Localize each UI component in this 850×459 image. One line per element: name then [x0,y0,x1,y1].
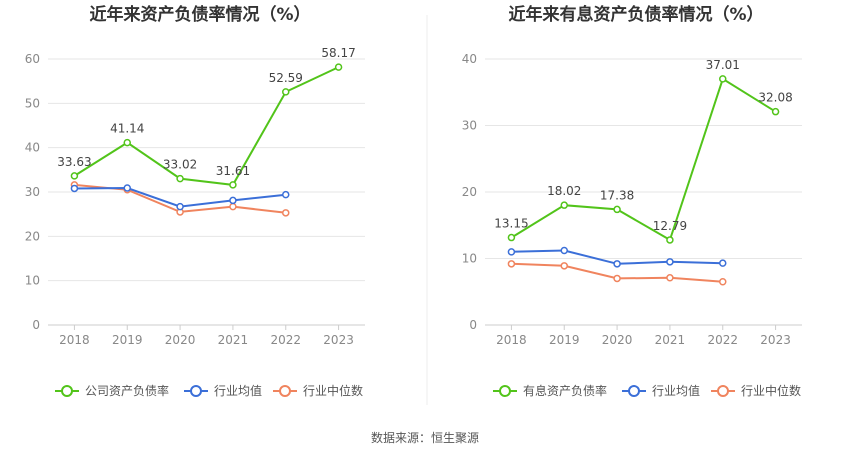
data-point[interactable] [334,63,343,71]
data-label: 17.38 [600,188,634,202]
data-point[interactable] [507,248,516,256]
data-point[interactable] [666,236,674,244]
x-tick-label: 2022 [270,333,301,347]
legend-label: 有息资产负债率 [523,383,607,398]
y-tick-label: 10 [25,274,40,288]
data-point[interactable] [560,246,568,255]
data-label: 33.02 [163,158,197,172]
legend-item[interactable]: 行业均值 [184,383,262,398]
legend-marker [628,385,640,397]
data-label: 12.79 [653,219,687,233]
data-label: 18.02 [547,184,581,198]
data-point[interactable] [229,181,237,189]
x-tick-label: 2021 [218,333,249,347]
legend-item[interactable]: 行业均值 [622,383,700,398]
x-tick-label: 2020 [165,333,196,347]
x-tick-label: 2019 [112,333,143,347]
legend-marker [190,385,202,397]
data-source-note: 数据来源：恒生聚源 [371,430,479,445]
x-tick-label: 2021 [655,333,686,347]
y-tick-label: 20 [462,185,477,199]
data-label: 31.61 [216,164,250,178]
data-label: 33.63 [57,155,91,169]
data-point[interactable] [560,201,568,209]
data-point[interactable] [282,190,290,199]
data-point[interactable] [282,209,290,217]
y-tick-label: 40 [25,141,40,155]
data-point[interactable] [719,278,727,286]
data-point[interactable] [560,262,568,270]
data-point[interactable] [613,260,621,268]
legend-label: 行业中位数 [303,383,363,398]
data-label: 32.08 [758,91,792,105]
data-point[interactable] [176,174,184,183]
legend-label: 公司资产负债率 [85,383,169,398]
y-tick-label: 20 [25,229,40,243]
y-tick-label: 60 [25,52,40,66]
data-point[interactable] [176,202,184,211]
data-point[interactable] [666,274,674,282]
chart-title: 近年来资产负债率情况（%） [89,4,310,25]
debt-ratio-chart: 近年来资产负债率情况（%） 0 10 20 30 40 50 60 2018 2019 2020 20… [25,4,365,398]
y-tick-label: 30 [462,119,477,133]
y-tick-label: 0 [469,318,477,332]
y-tick-label: 40 [462,52,477,66]
data-point[interactable] [282,88,290,96]
legend-marker [499,385,511,397]
interest-bearing-debt-ratio-chart: 近年来有息资产负债率情况（%） 0 10 20 30 40 2018 2019 2020 2021… [462,4,802,398]
legend-marker [61,385,73,397]
data-label: 13.15 [494,217,528,231]
data-point[interactable] [70,184,79,193]
legend-marker [279,385,291,397]
x-tick-label: 2022 [707,333,738,347]
x-tick-label: 2018 [496,333,527,347]
data-point[interactable] [613,274,621,283]
x-tick-label: 2020 [602,333,633,347]
legend-marker [717,385,729,397]
data-point[interactable] [771,107,780,116]
legend-item[interactable]: 行业中位数 [711,383,801,398]
chart-title: 近年来有息资产负债率情况（%） [508,4,763,25]
x-tick-label: 2023 [323,333,354,347]
x-tick-label: 2023 [760,333,791,347]
x-tick-label: 2019 [549,333,580,347]
data-point[interactable] [507,233,516,242]
legend-label: 行业均值 [214,383,262,398]
data-point[interactable] [719,75,727,83]
x-tick-label: 2018 [59,333,90,347]
y-tick-label: 50 [25,96,40,110]
data-point[interactable] [123,138,131,147]
data-point[interactable] [229,202,237,211]
data-point[interactable] [229,196,237,205]
data-point[interactable] [666,258,674,266]
y-tick-label: 30 [25,185,40,199]
y-tick-label: 10 [462,252,477,266]
y-tick-label: 0 [32,318,40,332]
series-line [73,66,340,186]
data-point[interactable] [123,184,131,192]
series-line [510,77,777,242]
data-point[interactable] [507,260,516,268]
legend-label: 行业中位数 [741,383,801,398]
legend-item[interactable]: 公司资产负债率 [55,383,169,398]
data-label: 37.01 [706,58,740,72]
legend-item[interactable]: 有息资产负债率 [493,383,607,398]
legend-label: 行业均值 [652,383,700,398]
data-point[interactable] [613,205,621,214]
data-label: 41.14 [110,122,144,136]
data-point[interactable] [719,259,727,267]
data-label: 52.59 [269,71,303,85]
data-label: 58.17 [321,46,355,60]
data-point[interactable] [70,172,79,180]
legend-item[interactable]: 行业中位数 [273,383,363,398]
